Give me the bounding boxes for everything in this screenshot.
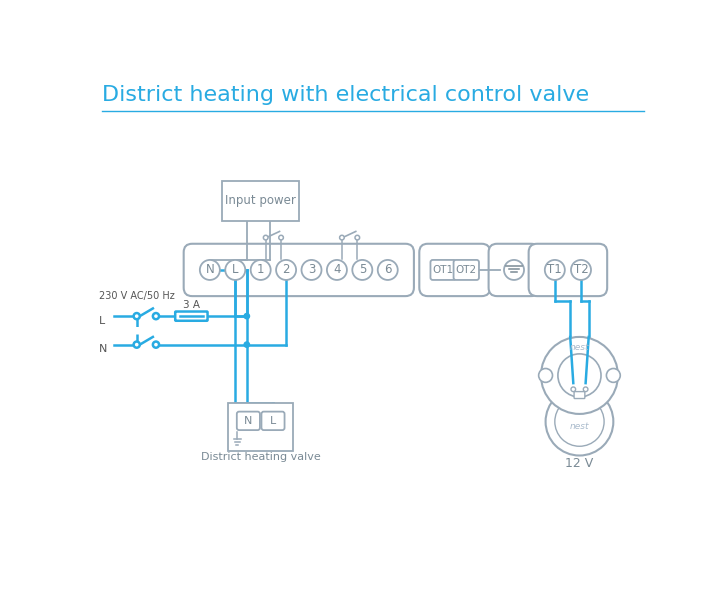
Circle shape [244, 342, 250, 347]
Circle shape [352, 260, 372, 280]
Circle shape [134, 342, 140, 347]
Text: 230 V AC/50 Hz: 230 V AC/50 Hz [99, 291, 175, 301]
Circle shape [134, 313, 140, 319]
Circle shape [539, 368, 553, 383]
Text: Input power: Input power [225, 194, 296, 207]
Circle shape [558, 354, 601, 397]
Text: 1: 1 [257, 264, 264, 276]
Circle shape [225, 260, 245, 280]
Circle shape [264, 235, 268, 240]
Circle shape [200, 260, 220, 280]
Circle shape [244, 314, 250, 319]
FancyBboxPatch shape [488, 244, 539, 296]
Text: T1: T1 [547, 264, 562, 276]
Text: nest: nest [570, 343, 589, 352]
Circle shape [606, 368, 620, 383]
FancyBboxPatch shape [419, 244, 490, 296]
Text: OT1: OT1 [432, 265, 454, 275]
Text: N: N [99, 345, 107, 355]
Text: 6: 6 [384, 264, 392, 276]
Circle shape [250, 260, 271, 280]
Circle shape [545, 388, 614, 456]
Text: 12 V: 12 V [566, 457, 593, 470]
Text: District heating with electrical control valve: District heating with electrical control… [102, 85, 589, 105]
Circle shape [504, 260, 524, 280]
Circle shape [555, 397, 604, 446]
Text: 2: 2 [282, 264, 290, 276]
Circle shape [153, 313, 159, 319]
Circle shape [545, 260, 565, 280]
FancyBboxPatch shape [529, 244, 607, 296]
FancyBboxPatch shape [183, 244, 414, 296]
Circle shape [276, 260, 296, 280]
Circle shape [279, 235, 283, 240]
Text: T2: T2 [574, 264, 588, 276]
Text: OT2: OT2 [456, 265, 477, 275]
Text: District heating valve: District heating valve [201, 452, 320, 462]
Circle shape [339, 235, 344, 240]
Text: L: L [99, 316, 106, 326]
Text: nest: nest [570, 422, 589, 431]
FancyBboxPatch shape [261, 412, 285, 430]
FancyBboxPatch shape [175, 311, 207, 321]
Circle shape [571, 260, 591, 280]
FancyBboxPatch shape [237, 412, 260, 430]
Text: 3 A: 3 A [183, 301, 200, 311]
Text: L: L [270, 416, 276, 426]
Circle shape [355, 235, 360, 240]
FancyBboxPatch shape [430, 260, 456, 280]
Text: 5: 5 [359, 264, 366, 276]
FancyBboxPatch shape [454, 260, 479, 280]
Circle shape [541, 337, 618, 414]
Text: N: N [244, 416, 253, 426]
Text: 4: 4 [333, 264, 341, 276]
Circle shape [378, 260, 397, 280]
FancyBboxPatch shape [228, 403, 293, 451]
Text: N: N [205, 264, 214, 276]
Text: 3: 3 [308, 264, 315, 276]
Circle shape [327, 260, 347, 280]
FancyBboxPatch shape [574, 391, 585, 399]
Text: L: L [232, 264, 239, 276]
Circle shape [301, 260, 322, 280]
Circle shape [153, 342, 159, 347]
Circle shape [571, 387, 576, 391]
Circle shape [583, 387, 588, 391]
FancyBboxPatch shape [222, 181, 299, 220]
